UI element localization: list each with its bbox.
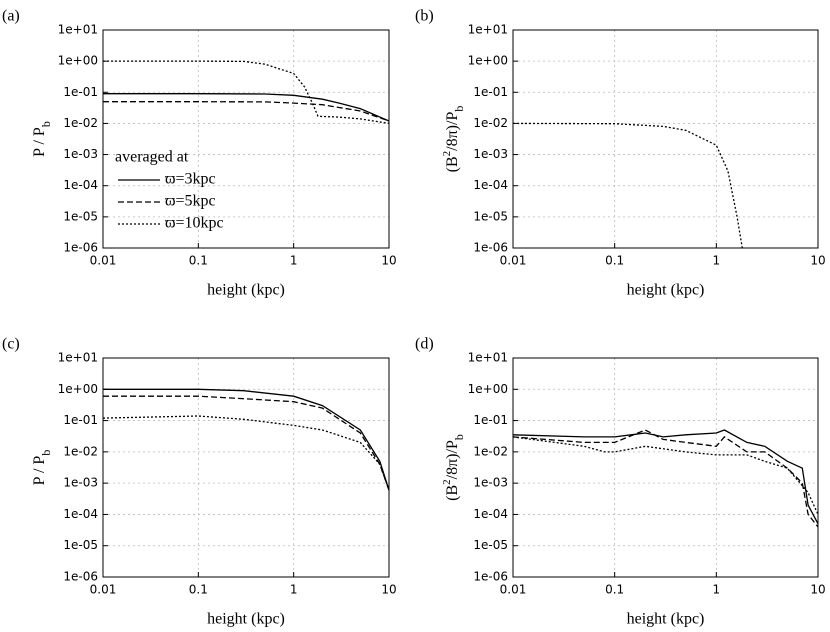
y-tick-label: 1e-06 — [63, 241, 98, 255]
series-line — [512, 122, 743, 249]
y-axis-label-part: (B — [444, 485, 461, 501]
x-tick-label: 1 — [713, 583, 721, 597]
x-axis-label: height (kpc) — [207, 611, 285, 628]
series-line — [103, 93, 390, 122]
y-tick-label: 1e+01 — [468, 23, 508, 37]
y-axis-label: (B2/8π)/Pb — [441, 106, 466, 173]
y-tick-label: 1e-06 — [473, 241, 508, 255]
x-tick-label: 1 — [290, 583, 298, 597]
x-tick-label: 10 — [810, 254, 825, 268]
y-axis-label-part: b — [39, 121, 53, 127]
x-tick-label: 0.01 — [500, 254, 527, 268]
y-tick-label: 1e+01 — [58, 351, 98, 365]
y-tick-label: 1e+00 — [468, 54, 508, 68]
series-line — [512, 436, 819, 515]
y-tick-label: 1e-04 — [63, 507, 98, 521]
plot-frame — [102, 357, 390, 578]
x-tick-label: 10 — [810, 583, 825, 597]
y-tick-label: 1e+01 — [468, 351, 508, 365]
y-tick-label: 1e+01 — [58, 23, 98, 37]
y-axis-label-part: b — [452, 106, 466, 112]
legend-title: averaged at — [115, 149, 189, 166]
plot-frame — [102, 29, 390, 249]
y-tick-label: 1e-03 — [63, 147, 98, 161]
y-tick-label: 1e-01 — [473, 413, 508, 427]
y-tick-label: 1e-06 — [473, 570, 508, 584]
y-axis-label: P / Pb — [31, 450, 53, 486]
y-tick-label: 1e-03 — [63, 476, 98, 490]
y-axis-label: P / Pb — [31, 121, 53, 157]
y-tick-label: 1e-06 — [63, 570, 98, 584]
x-tick-label: 10 — [381, 583, 396, 597]
y-axis-label-part: 2 — [441, 479, 453, 485]
y-tick-label: 1e-05 — [63, 538, 98, 552]
y-tick-label: 1e+00 — [58, 54, 98, 68]
y-axis-label-part: (B — [444, 156, 461, 172]
y-tick-label: 1e+00 — [58, 382, 98, 396]
legend-entry: ϖ=5kpc — [165, 193, 216, 210]
y-axis-label-part: 2 — [441, 151, 453, 157]
x-tick-label: 0.1 — [189, 583, 208, 597]
y-axis-label: (B2/8π)/Pb — [441, 434, 466, 501]
series-line — [512, 429, 819, 528]
series-line — [512, 429, 819, 525]
panel-label: (d) — [415, 336, 434, 353]
x-tick-label: 0.1 — [189, 254, 208, 268]
y-tick-label: 1e-02 — [473, 444, 508, 458]
x-tick-label: 1 — [290, 254, 298, 268]
x-tick-label: 0.1 — [605, 583, 624, 597]
y-tick-label: 1e-01 — [63, 413, 98, 427]
y-tick-label: 1e-04 — [473, 178, 508, 192]
x-tick-label: 1 — [713, 254, 721, 268]
y-tick-label: 1e+00 — [468, 382, 508, 396]
y-tick-label: 1e-02 — [63, 444, 98, 458]
x-tick-label: 0.01 — [90, 254, 117, 268]
panel-label: (c) — [2, 336, 20, 353]
legend-entry: ϖ=3kpc — [165, 171, 216, 188]
panel-label: (a) — [2, 8, 20, 25]
x-axis-label: height (kpc) — [627, 611, 705, 628]
legend-entry: ϖ=10kpc — [165, 215, 224, 232]
y-tick-label: 1e-03 — [473, 147, 508, 161]
y-axis-label-part: P / P — [31, 456, 48, 486]
x-axis-label: height (kpc) — [627, 282, 705, 299]
y-tick-label: 1e-05 — [473, 538, 508, 552]
plot-frame — [512, 29, 819, 249]
series-line — [103, 101, 390, 122]
panel-label: (b) — [415, 8, 434, 25]
y-axis-label-part: /8π)/P — [444, 112, 461, 151]
series-line — [103, 60, 390, 125]
x-tick-label: 10 — [381, 254, 396, 268]
y-axis-label-part: b — [452, 434, 466, 440]
y-tick-label: 1e-05 — [473, 209, 508, 223]
y-tick-label: 1e-01 — [473, 85, 508, 99]
x-tick-label: 0.01 — [90, 583, 117, 597]
series-line — [103, 388, 390, 491]
x-axis-label: height (kpc) — [207, 282, 285, 299]
y-tick-label: 1e-04 — [63, 178, 98, 192]
y-axis-label-part: P / P — [31, 127, 48, 157]
x-tick-label: 0.01 — [500, 583, 527, 597]
y-axis-label-part: b — [39, 450, 53, 456]
y-axis-label-part: /8π)/P — [444, 440, 461, 479]
x-tick-label: 0.1 — [605, 254, 624, 268]
y-tick-label: 1e-04 — [473, 507, 508, 521]
plot-frame — [512, 357, 819, 578]
series-line — [103, 395, 390, 491]
y-tick-label: 1e-02 — [63, 116, 98, 130]
y-tick-label: 1e-03 — [473, 476, 508, 490]
y-tick-label: 1e-02 — [473, 116, 508, 130]
y-tick-label: 1e-05 — [63, 209, 98, 223]
series-line — [102, 415, 390, 491]
y-tick-label: 1e-01 — [63, 85, 98, 99]
